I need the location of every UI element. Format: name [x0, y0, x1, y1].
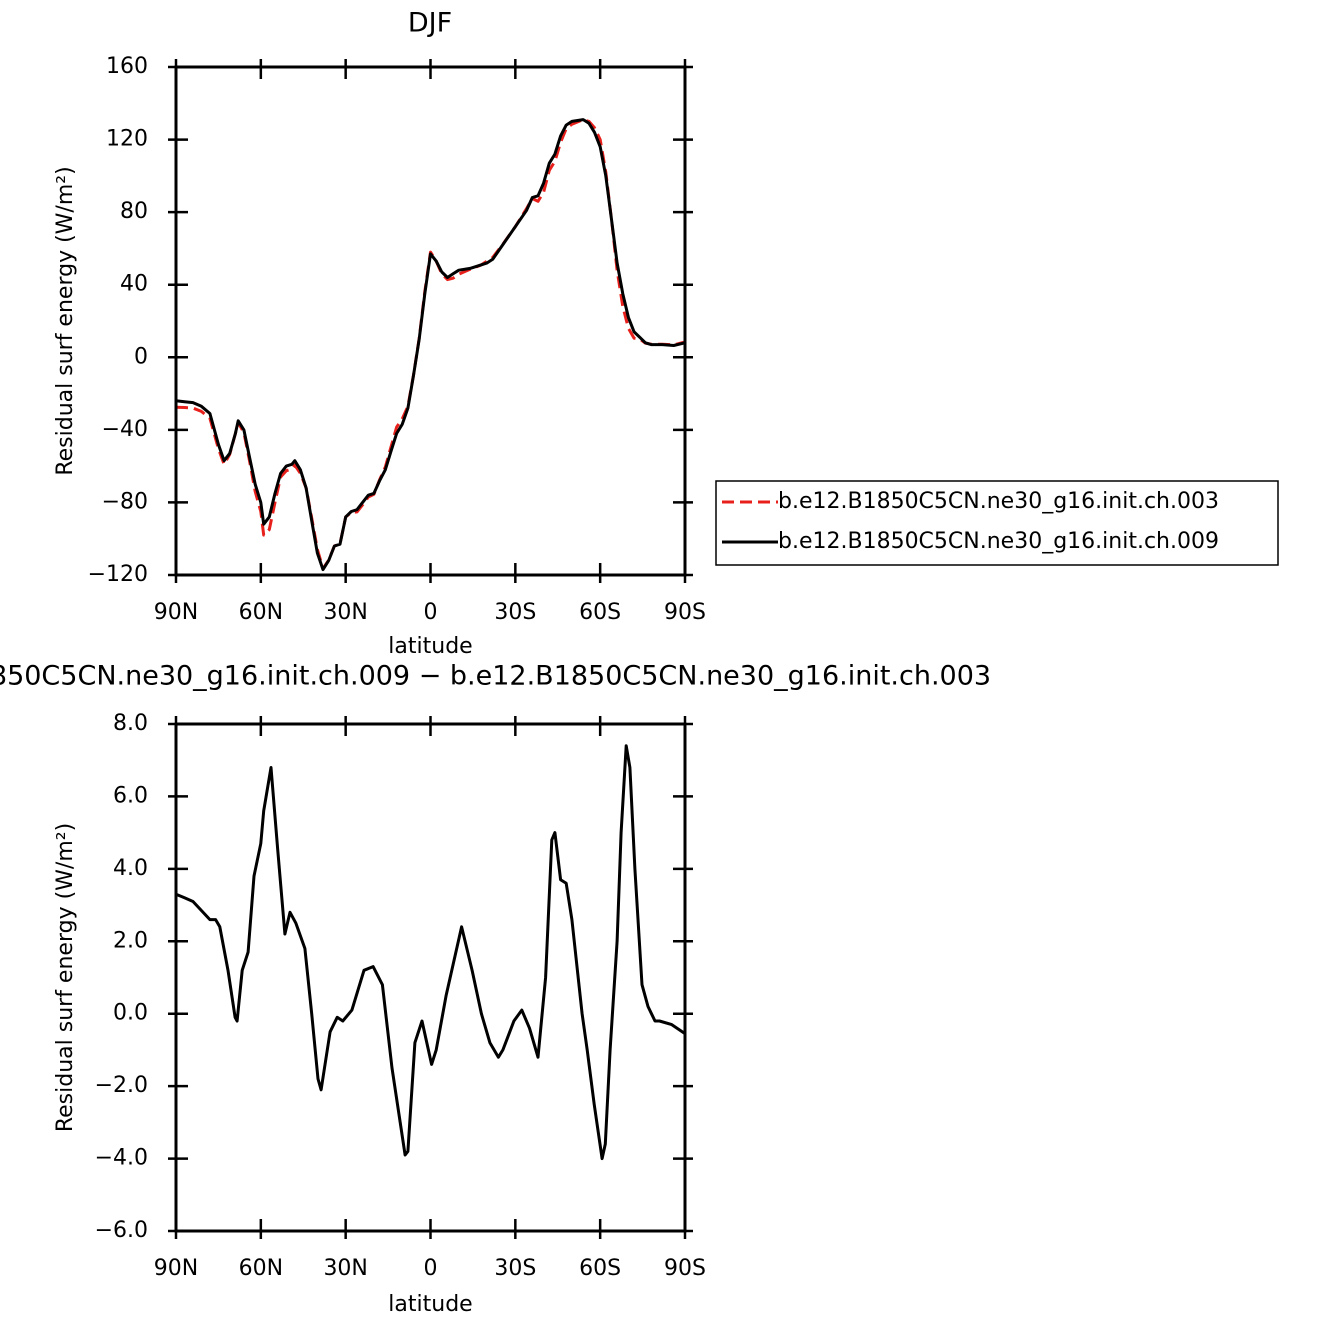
- y-tick-label: 4.0: [113, 856, 148, 881]
- y-tick-label: −40: [102, 417, 148, 442]
- x-axis-label: latitude: [388, 634, 472, 659]
- data-line: [175, 118, 686, 572]
- y-tick-label: −120: [88, 562, 148, 587]
- chart-title: b.e12.B1850C5CN.ne30_g16.init.ch.009 − b…: [0, 661, 991, 692]
- x-tick-label: 30S: [494, 600, 536, 625]
- x-tick-label: 60S: [579, 1256, 621, 1281]
- x-tick-label: 30S: [494, 1256, 536, 1281]
- y-tick-label: 160: [106, 54, 148, 79]
- legend-box: [715, 480, 1279, 566]
- x-tick-label: 60S: [579, 600, 621, 625]
- x-tick-label: 30N: [323, 600, 367, 625]
- x-tick-label: 60N: [239, 600, 283, 625]
- y-tick-label: 120: [106, 127, 148, 152]
- x-tick-label: 0: [424, 600, 438, 625]
- chart-title: DJF: [408, 8, 452, 39]
- x-tick-label: 30N: [323, 1256, 367, 1281]
- plot-frame: [174, 722, 687, 1233]
- y-tick-label: 8.0: [113, 711, 148, 736]
- y-tick-label: −2.0: [95, 1073, 148, 1098]
- y-tick-label: −80: [102, 489, 148, 514]
- x-tick-label: 90N: [154, 600, 198, 625]
- x-tick-label: 90S: [664, 1256, 706, 1281]
- y-tick-label: 2.0: [113, 928, 148, 953]
- y-tick-label: 80: [120, 199, 148, 224]
- y-tick-label: 0.0: [113, 1001, 148, 1026]
- x-tick-label: 0: [424, 1256, 438, 1281]
- plot-frame: [174, 65, 687, 577]
- x-tick-label: 90N: [154, 1256, 198, 1281]
- y-axis-label: Residual surf energy (W/m²): [53, 823, 78, 1132]
- y-axis-label: Residual surf energy (W/m²): [53, 166, 78, 475]
- data-line: [175, 744, 686, 1161]
- x-tick-label: 90S: [664, 600, 706, 625]
- x-tick-label: 60N: [239, 1256, 283, 1281]
- y-tick-label: −4.0: [95, 1146, 148, 1171]
- legend-label: b.e12.B1850C5CN.ne30_g16.init.ch.003: [778, 489, 1219, 514]
- y-tick-label: 0: [134, 344, 148, 369]
- data-line: [175, 118, 686, 571]
- x-axis-label: latitude: [388, 1292, 472, 1317]
- y-tick-label: −6.0: [95, 1218, 148, 1243]
- y-tick-label: 6.0: [113, 783, 148, 808]
- y-tick-label: 40: [120, 272, 148, 297]
- legend-label: b.e12.B1850C5CN.ne30_g16.init.ch.009: [778, 529, 1219, 554]
